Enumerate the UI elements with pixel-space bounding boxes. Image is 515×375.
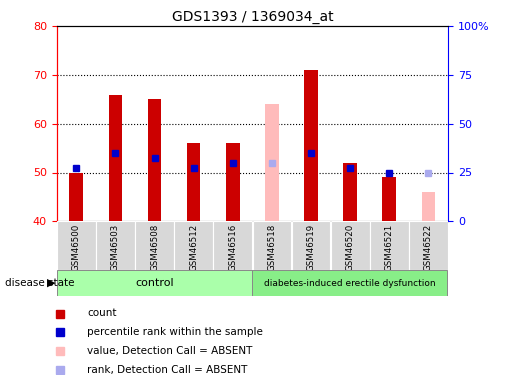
Bar bbox=[70, 172, 83, 221]
FancyBboxPatch shape bbox=[57, 270, 252, 296]
FancyBboxPatch shape bbox=[252, 221, 291, 270]
FancyBboxPatch shape bbox=[252, 270, 448, 296]
Text: rank, Detection Call = ABSENT: rank, Detection Call = ABSENT bbox=[87, 365, 248, 375]
Bar bbox=[187, 143, 200, 221]
Bar bbox=[383, 177, 396, 221]
Text: control: control bbox=[135, 278, 174, 288]
FancyBboxPatch shape bbox=[213, 221, 252, 270]
Bar bbox=[304, 70, 318, 221]
Text: GSM46520: GSM46520 bbox=[346, 224, 355, 271]
Bar bbox=[148, 99, 161, 221]
Text: disease state: disease state bbox=[5, 278, 75, 288]
FancyBboxPatch shape bbox=[331, 221, 370, 270]
Bar bbox=[265, 104, 279, 221]
FancyBboxPatch shape bbox=[174, 221, 213, 270]
FancyBboxPatch shape bbox=[370, 221, 409, 270]
Text: GSM46503: GSM46503 bbox=[111, 224, 120, 271]
FancyBboxPatch shape bbox=[57, 221, 96, 270]
Text: count: count bbox=[87, 309, 116, 318]
Text: GSM46512: GSM46512 bbox=[189, 224, 198, 271]
Text: ▶: ▶ bbox=[47, 278, 56, 288]
Text: percentile rank within the sample: percentile rank within the sample bbox=[87, 327, 263, 337]
FancyBboxPatch shape bbox=[96, 221, 135, 270]
Bar bbox=[422, 192, 435, 221]
Text: GSM46521: GSM46521 bbox=[385, 224, 394, 271]
Text: diabetes-induced erectile dysfunction: diabetes-induced erectile dysfunction bbox=[264, 279, 436, 288]
Title: GDS1393 / 1369034_at: GDS1393 / 1369034_at bbox=[171, 10, 333, 24]
Text: GSM46522: GSM46522 bbox=[424, 224, 433, 271]
FancyBboxPatch shape bbox=[135, 221, 174, 270]
Text: GSM46516: GSM46516 bbox=[228, 224, 237, 271]
Bar bbox=[226, 143, 239, 221]
Text: GSM46519: GSM46519 bbox=[306, 224, 316, 271]
FancyBboxPatch shape bbox=[291, 221, 331, 270]
Bar bbox=[109, 94, 122, 221]
Text: GSM46508: GSM46508 bbox=[150, 224, 159, 271]
FancyBboxPatch shape bbox=[409, 221, 448, 270]
Bar bbox=[344, 163, 357, 221]
Text: GSM46500: GSM46500 bbox=[72, 224, 81, 271]
Text: GSM46518: GSM46518 bbox=[267, 224, 277, 271]
Text: value, Detection Call = ABSENT: value, Detection Call = ABSENT bbox=[87, 346, 252, 356]
